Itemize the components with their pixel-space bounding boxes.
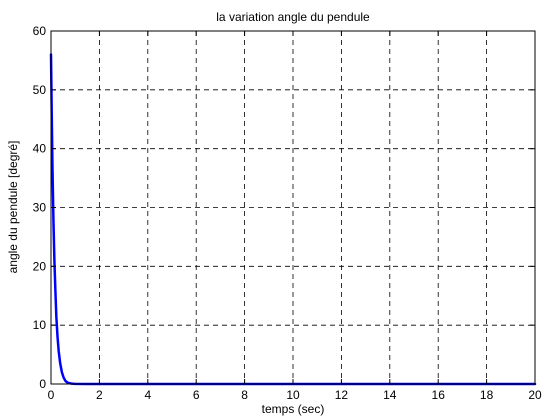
- grid-lines: [51, 31, 535, 384]
- y-tick-label: 50: [33, 83, 47, 97]
- x-tick-label: 2: [96, 388, 103, 402]
- y-tick-label: 60: [33, 24, 47, 38]
- x-tick-label: 4: [144, 388, 151, 402]
- y-tick-label: 40: [33, 142, 47, 156]
- tick-layer: 0 2 4 6 8 10 12 14 16 18 20 0 10 20 30 40 50 60: [33, 24, 542, 402]
- y-tick-label: 10: [33, 318, 47, 332]
- x-tick-label: 14: [383, 388, 397, 402]
- y-tick-label: 30: [33, 201, 47, 215]
- x-tick-label: 10: [286, 388, 300, 402]
- chart-title: la variation angle du pendule: [216, 10, 370, 24]
- x-tick-label: 12: [335, 388, 349, 402]
- x-axis-label: temps (sec): [262, 402, 325, 416]
- x-tick-label: 20: [528, 388, 542, 402]
- y-tick-label: 20: [33, 259, 47, 273]
- x-tick-label: 6: [193, 388, 200, 402]
- y-axis-label: angle du pendule [degré]: [6, 141, 20, 274]
- y-tick-label: 0: [39, 377, 46, 391]
- x-tick-label: 8: [241, 388, 248, 402]
- x-tick-label: 16: [432, 388, 446, 402]
- x-tick-label: 0: [48, 388, 55, 402]
- x-tick-label: 18: [480, 388, 494, 402]
